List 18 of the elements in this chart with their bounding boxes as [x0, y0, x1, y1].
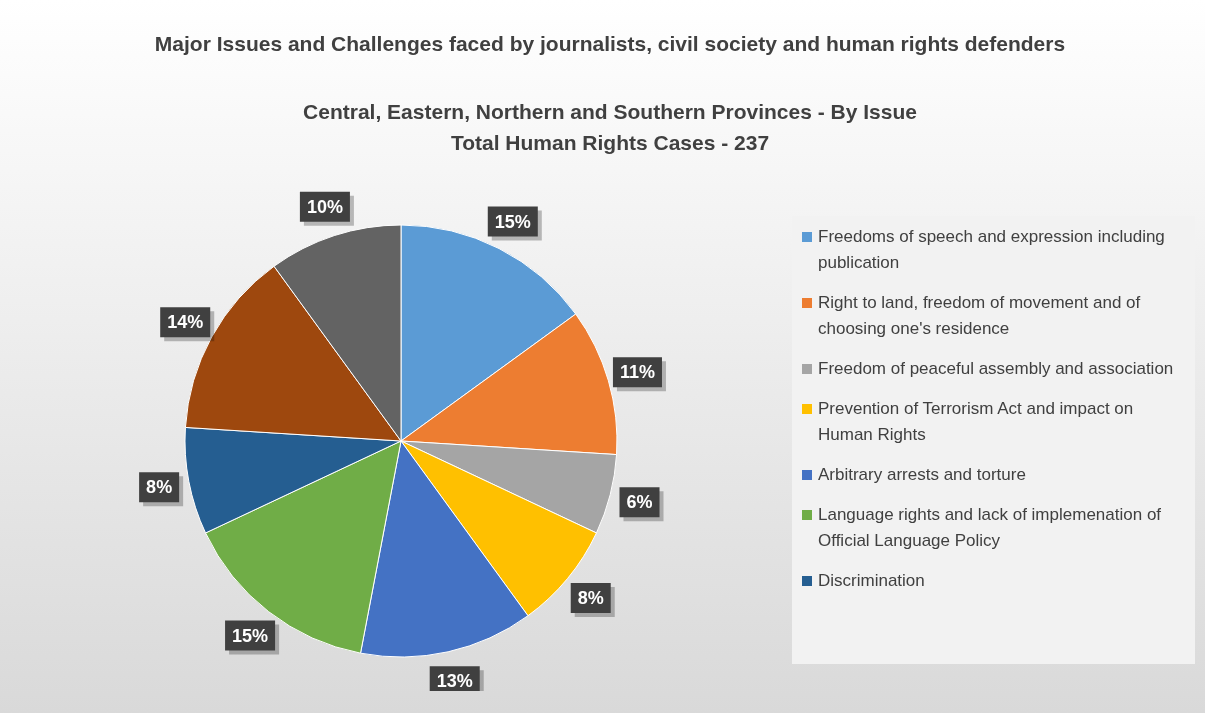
data-label: 15% — [494, 211, 531, 232]
data-label: 8% — [577, 587, 604, 608]
data-label: 8% — [146, 477, 173, 498]
chart-subtitle: Central, Eastern, Northern and Southern Provinces - By Issue Total Human Rights Cases - 237 — [302, 99, 918, 156]
data-label: 6% — [626, 492, 653, 513]
legend-label: Right to land, freedom of movement and of choosing one's residence — [818, 292, 1142, 340]
data-label: 11% — [619, 362, 655, 383]
legend-label: Freedoms of speech and expression including publication — [818, 226, 1166, 274]
legend-label: Freedom of peaceful assembly and association — [818, 358, 1174, 380]
legend-label: Language rights and lack of implemenation of Official Language Policy — [818, 504, 1163, 552]
legend-label: Discrimination — [818, 570, 925, 592]
data-label: 10% — [306, 196, 343, 217]
legend-label: Prevention of Terrorism Act and impact on Human Rights — [818, 398, 1135, 446]
legend-label: Arbitrary arrests and torture — [818, 464, 1026, 486]
data-label: 13% — [436, 671, 473, 692]
data-label: 15% — [232, 625, 269, 646]
chart-title: Major Issues and Challenges faced by journalists, civil society and human rights defenders — [153, 31, 1067, 57]
data-label: 14% — [167, 312, 204, 333]
